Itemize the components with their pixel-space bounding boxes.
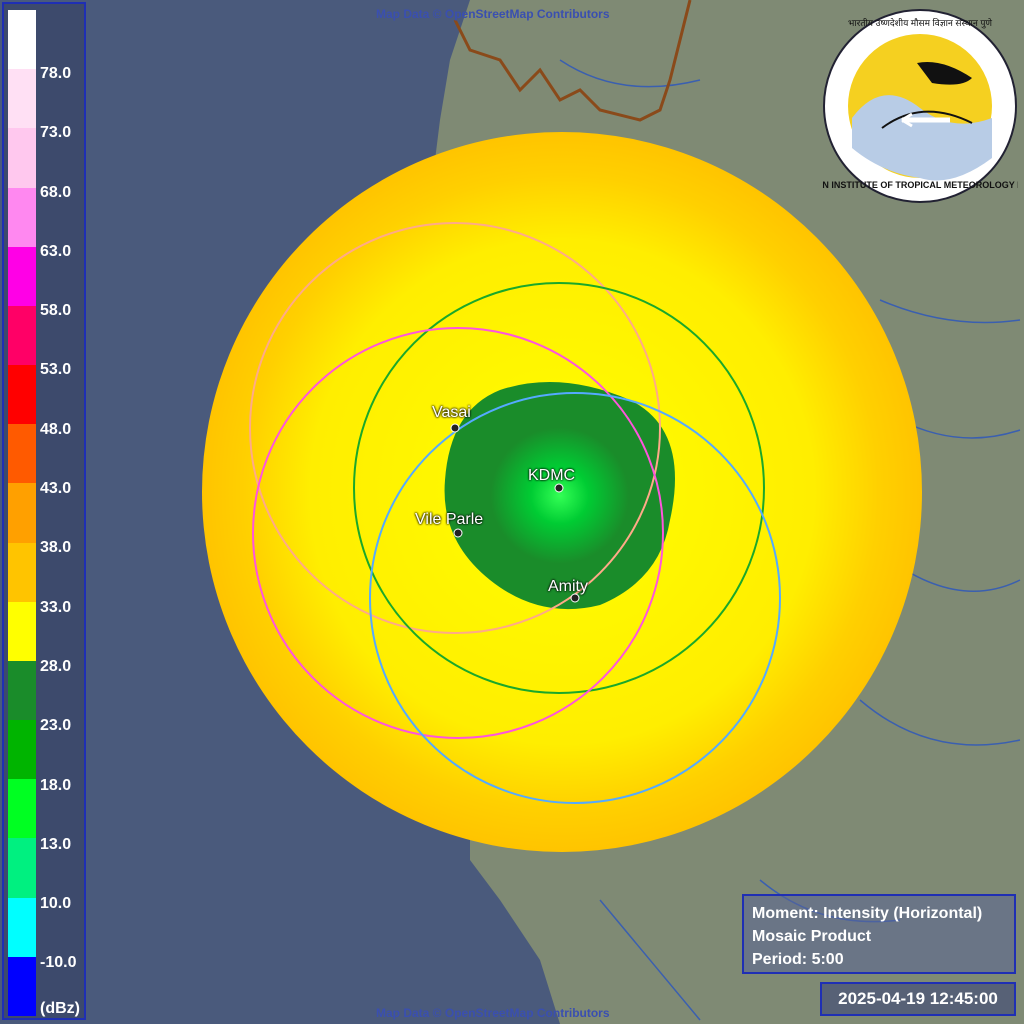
- legend-label-10: 10.0: [40, 895, 72, 912]
- legend-label-58: 58.0: [40, 302, 72, 319]
- legend-swatch: [8, 365, 36, 425]
- legend-label-68: 68.0: [40, 184, 72, 201]
- legend-label-48: 48.0: [40, 421, 72, 438]
- legend-label-43: 43.0: [40, 480, 72, 497]
- station-marker-kdmc[interactable]: [554, 483, 564, 493]
- rivers: [559, 59, 1021, 1021]
- legend-swatch: [8, 542, 36, 603]
- legend-label-33: 33.0: [40, 599, 72, 616]
- legend-label-28: 28.0: [40, 658, 72, 675]
- legend-label-63: 63.0: [40, 243, 72, 260]
- legend-label-78: 78.0: [40, 65, 72, 82]
- legend-swatch: [8, 779, 36, 839]
- legend-swatch: [8, 601, 36, 662]
- range-ring-vasai: [249, 222, 661, 634]
- legend-swatch: [8, 483, 36, 544]
- station-marker-vasai[interactable]: [450, 423, 460, 433]
- range-ring-kdmc: [353, 282, 765, 694]
- timestamp: 2025-04-19 12:45:00: [820, 982, 1016, 1016]
- range-ring-vileparle: [252, 327, 664, 739]
- legend-label-13: 13.0: [40, 836, 72, 853]
- legend-swatch: [8, 187, 36, 248]
- legend-swatch: [8, 838, 36, 899]
- product-label: Mosaic Product: [752, 928, 872, 945]
- color-legend: 78.0 73.0 68.0 63.0 58.0 53.0 48.0 43.0 …: [2, 2, 86, 1020]
- legend-swatch: [8, 424, 36, 484]
- legend-label-38: 38.0: [40, 539, 72, 556]
- legend-label-18: 18.0: [40, 777, 72, 794]
- range-ring-amity: [369, 392, 781, 804]
- legend-swatch: [8, 246, 36, 307]
- product-info-box: Moment: Intensity (Horizontal) Mosaic Pr…: [742, 894, 1016, 974]
- legend-swatch: [8, 956, 36, 1017]
- logo-hindi-text: भारतीय उष्णदेशीय मौसम विज्ञान संस्थान पु…: [848, 17, 993, 29]
- legend-label-73: 73.0: [40, 124, 72, 141]
- period-label: Period: 5:00: [752, 951, 844, 968]
- station-label-vasai: Vasai: [432, 404, 471, 421]
- district-border: [453, 0, 692, 122]
- station-label-vileparle: Vile Parle: [415, 511, 484, 528]
- legend-swatch: [8, 128, 36, 189]
- logo-english-text: INDIAN INSTITUTE OF TROPICAL METEOROLOGY…: [822, 180, 1018, 190]
- legend-unit: (dBz): [40, 1000, 80, 1017]
- legend-swatch: [8, 10, 36, 70]
- legend-label-53: 53.0: [40, 361, 72, 378]
- station-marker-amity[interactable]: [570, 593, 580, 603]
- moment-label: Moment: Intensity (Horizontal): [752, 905, 983, 922]
- map-credit-bottom: Map Data © OpenStreetMap Contributors: [376, 1006, 610, 1020]
- station-marker-vileparle[interactable]: [453, 528, 463, 538]
- station-label-amity: Amity: [548, 578, 588, 595]
- map-credit-top: Map Data © OpenStreetMap Contributors: [376, 7, 610, 21]
- legend-swatch: [8, 660, 36, 721]
- legend-label-23: 23.0: [40, 717, 72, 734]
- legend-swatch: [8, 720, 36, 780]
- legend-swatch: [8, 305, 36, 366]
- station-label-kdmc: KDMC: [528, 467, 576, 484]
- legend-swatch: [8, 69, 36, 129]
- legend-swatch: [8, 897, 36, 958]
- legend-label-minus10: -10.0: [40, 954, 77, 971]
- iitm-logo-icon[interactable]: भारतीय उष्णदेशीय मौसम विज्ञान संस्थान पु…: [822, 8, 1018, 204]
